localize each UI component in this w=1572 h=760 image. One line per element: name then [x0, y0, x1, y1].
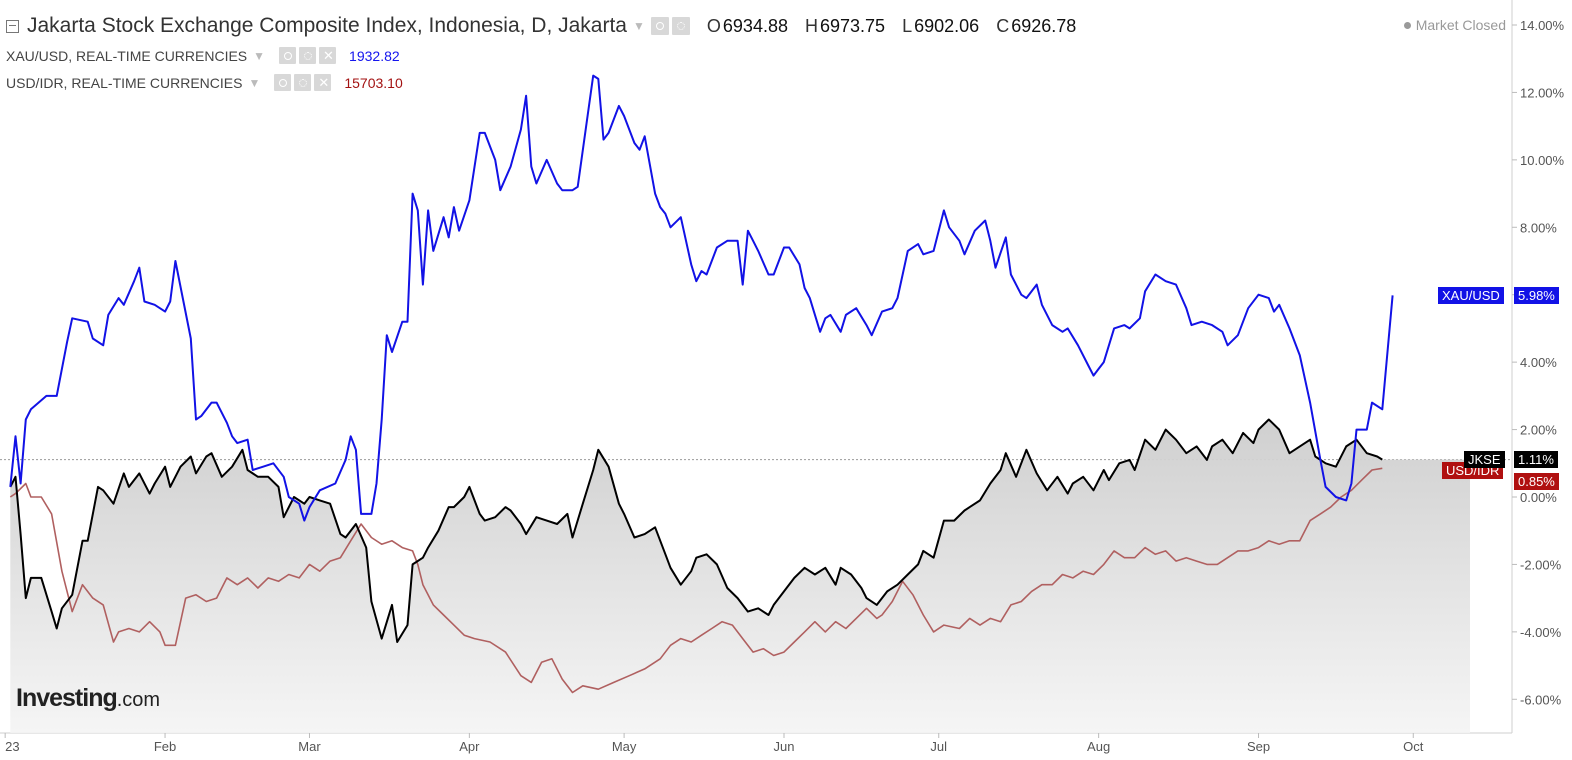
logo-suffix: .com: [116, 689, 161, 711]
y-tick-label: 8.00%: [1520, 220, 1557, 235]
x-tick-label: Aug: [1087, 739, 1110, 754]
x-tick-label: Oct: [1403, 739, 1424, 754]
x-tick-label: Mar: [298, 739, 321, 754]
close-icon[interactable]: [314, 74, 332, 91]
comparison-label-idr: USD/IDR, REAL-TIME CURRENCIES: [6, 74, 243, 91]
y-axis: 14.00%12.00%10.00%8.00%6.00%4.00%2.00%0.…: [1512, 18, 1565, 707]
y-tick-label: 14.00%: [1520, 18, 1565, 33]
y-tick-label: -6.00%: [1520, 692, 1562, 707]
eye-icon[interactable]: [650, 17, 669, 35]
jkse-value-tag: 1.11%: [1514, 451, 1558, 468]
close-value: 6926.78: [1011, 15, 1077, 36]
gear-icon[interactable]: [671, 17, 690, 35]
y-tick-label: 2.00%: [1520, 423, 1557, 438]
market-status: Market Closed: [1403, 17, 1506, 33]
y-tick-label: 0.00%: [1520, 490, 1557, 505]
x-tick-label: May: [612, 739, 637, 754]
chart-title-row: Jakarta Stock Exchange Composite Index, …: [6, 14, 1088, 38]
idr-value-tag: 0.85%: [1514, 473, 1559, 490]
open-key: O: [706, 15, 721, 36]
chevron-down-icon[interactable]: ▼: [248, 75, 261, 90]
close-icon[interactable]: [319, 47, 337, 64]
y-tick-label: 4.00%: [1520, 355, 1557, 370]
y-tick-label: 10.00%: [1520, 153, 1565, 168]
jkse-area-fill: [10, 419, 1470, 733]
x-tick-label: Feb: [154, 739, 176, 754]
xau-value-tag: 5.98%: [1514, 287, 1559, 304]
gear-icon[interactable]: [299, 47, 317, 64]
x-tick-label: Sep: [1247, 739, 1270, 754]
comparison-label-xau: XAU/USD, REAL-TIME CURRENCIES: [6, 47, 248, 64]
status-dot-icon: [1403, 21, 1411, 29]
x-axis: 23 Feb Mar Apr May Jun Jul Aug Sep Oct: [4, 733, 1424, 754]
series-line-jkse: [9, 418, 1383, 643]
eye-icon[interactable]: [274, 74, 292, 91]
chevron-down-icon[interactable]: ▼: [633, 19, 645, 33]
low-key: L: [902, 15, 913, 36]
investing-logo: Investing.com: [16, 684, 160, 713]
xau-name-tag: XAU/USD: [1438, 287, 1504, 304]
eye-icon[interactable]: [279, 47, 297, 64]
chevron-down-icon[interactable]: ▼: [253, 48, 266, 63]
jkse-name-tag: JKSE: [1464, 451, 1505, 468]
x-tick-label: 23: [5, 739, 19, 754]
open-value: 6934.88: [722, 15, 788, 36]
x-tick-label: Jul: [930, 739, 947, 754]
comparison-row-idr: USD/IDR, REAL-TIME CURRENCIES ▼ 15703.10: [6, 74, 403, 91]
comparison-value-xau: 1932.82: [349, 47, 400, 64]
x-tick-label: Apr: [459, 739, 480, 754]
logo-name: Investing: [16, 684, 118, 712]
ohlc-values: O 6934.88 H 6973.75 L 6902.06 C 6926.78: [707, 16, 1088, 37]
high-key: H: [805, 15, 818, 36]
y-tick-label: -4.00%: [1520, 625, 1562, 640]
comparison-row-xau: XAU/USD, REAL-TIME CURRENCIES ▼ 1932.82: [6, 47, 400, 64]
high-value: 6973.75: [820, 15, 886, 36]
collapse-icon[interactable]: [6, 19, 19, 33]
y-tick-label: 12.00%: [1520, 85, 1565, 100]
series-line-xau-usd: [9, 74, 1394, 522]
y-tick-label: -2.00%: [1520, 557, 1562, 572]
close-key: C: [996, 15, 1010, 36]
comparison-value-idr: 15703.10: [344, 74, 403, 91]
market-status-label: Market Closed: [1415, 17, 1506, 33]
series-lines: [9, 74, 1394, 694]
x-tick-label: Jun: [774, 739, 795, 754]
chart-title: Jakarta Stock Exchange Composite Index, …: [27, 14, 627, 37]
series-line-usd-idr: [9, 467, 1383, 694]
low-value: 6902.06: [914, 15, 980, 36]
gear-icon[interactable]: [294, 74, 312, 91]
